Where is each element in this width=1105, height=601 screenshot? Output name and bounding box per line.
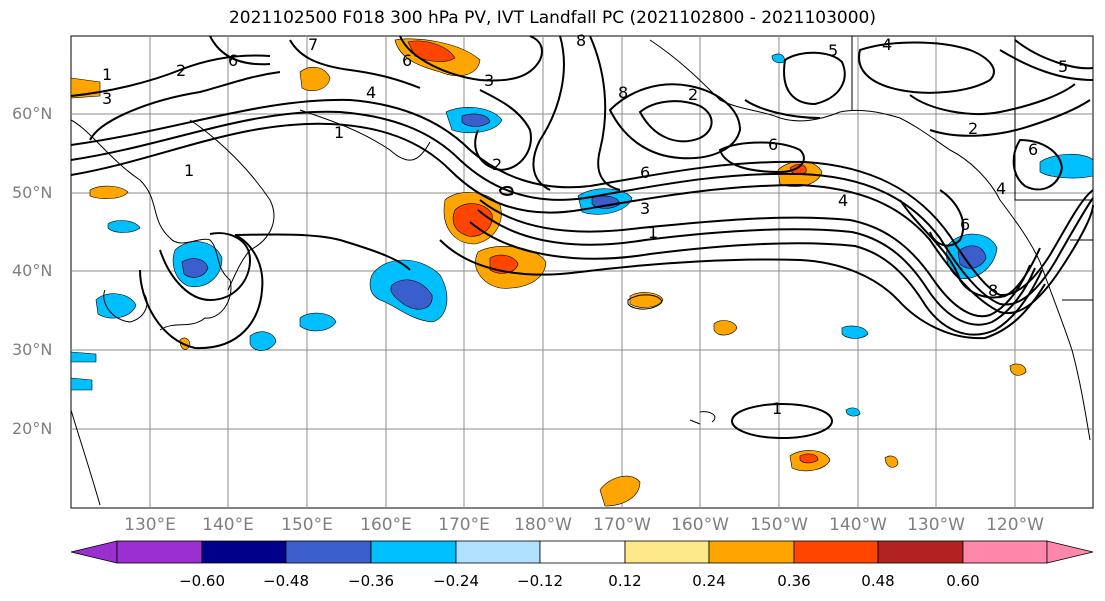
colorbar-tick-label: −0.24 (433, 572, 479, 590)
contour-label: 2 (176, 61, 186, 80)
shade-positive (299, 66, 331, 91)
colorbar-tick-label: −0.48 (263, 572, 309, 590)
lon-label: 120°W (986, 515, 1044, 535)
shade-positive-core (489, 254, 519, 274)
lon-label: 130°W (907, 515, 965, 535)
shade-negative-core (957, 245, 987, 269)
lat-label-60n: 60°N (12, 104, 53, 123)
contour-label: 6 (1028, 140, 1038, 159)
colorbar-segment (285, 540, 372, 564)
contour-label: 6 (228, 51, 238, 70)
shade-negative (1039, 153, 1094, 179)
colorbar-segment (455, 540, 541, 564)
colorbar-tick-label: 0.48 (861, 572, 895, 590)
contour-label: 1 (184, 161, 194, 180)
colorbar-tick-label: 0.12 (608, 572, 642, 590)
contour-lines (70, 35, 1094, 439)
contour-label: 6 (640, 163, 650, 182)
colorbar-segment (793, 540, 879, 564)
lon-label: 160°W (671, 515, 729, 535)
contour-labels: 1 3 2 6 1 1 4 6 3 2 6 3 1 8 2 6 4 5 4 2 … (102, 31, 1068, 418)
map-title: 2021102500 F018 300 hPa PV, IVT Landfall… (228, 8, 876, 28)
lon-label: 170°W (593, 515, 651, 535)
contour-label: 2 (968, 119, 978, 138)
lon-label: 160°E (360, 515, 412, 535)
colorbar-extend-low (70, 540, 118, 564)
colorbar-segment (201, 540, 287, 564)
shade-negative (95, 293, 137, 319)
contour-label: 3 (640, 199, 650, 218)
shade-negative (107, 220, 141, 233)
colorbar-tick-label: 0.60 (946, 572, 980, 590)
shade-positive (713, 320, 738, 336)
shade-negative-core (181, 258, 209, 278)
colorbar-segment (116, 540, 203, 564)
contour-label: 5 (1058, 57, 1068, 76)
shade-negative-core (390, 279, 433, 310)
contour-label: 6 (402, 51, 412, 70)
coastlines (70, 36, 1093, 506)
colorbar-tick-label: −0.36 (348, 572, 394, 590)
shade-negative (299, 312, 337, 332)
shade-positive (1009, 363, 1027, 376)
shade-negative (845, 407, 861, 417)
colorbar-extend-high (1046, 540, 1094, 564)
lon-label: 170°E (438, 515, 490, 535)
contour-label: 4 (838, 191, 848, 210)
contour-label: 1 (772, 399, 782, 418)
contour-label: 1 (648, 223, 658, 242)
shade-negative (841, 325, 869, 339)
contour-label: 5 (828, 41, 838, 60)
shade-positive-core (799, 453, 819, 464)
contour-label: 6 (768, 135, 778, 154)
lon-label: 180°W (514, 515, 572, 535)
colorbar-segment (877, 540, 964, 564)
contour-label: 8 (576, 31, 586, 50)
lon-label: 150°W (750, 515, 808, 535)
lat-label-50n: 50°N (12, 183, 53, 202)
lon-label: 130°E (124, 515, 176, 535)
lat-label-40n: 40°N (12, 261, 53, 280)
contour-label: 7 (308, 35, 318, 54)
colorbar (70, 540, 1094, 564)
shade-positive (884, 455, 899, 468)
colorbar-tick-label: −0.60 (179, 572, 225, 590)
colorbar-tick-label: −0.12 (517, 572, 563, 590)
contour-label: 2 (688, 85, 698, 104)
colorbar-segment (370, 540, 457, 564)
lon-label: 150°E (281, 515, 333, 535)
contour-label: 3 (484, 71, 494, 90)
filled-anomalies (70, 38, 1094, 507)
shade-negative-core (461, 113, 491, 127)
contour-label: 1 (334, 123, 344, 142)
lat-label-30n: 30°N (12, 340, 53, 359)
shade-negative (70, 351, 97, 363)
contour-label: 4 (882, 35, 892, 54)
colorbar-segment (708, 540, 795, 564)
colorbar-tick-label: 0.24 (692, 572, 726, 590)
lon-label: 140°W (829, 515, 887, 535)
gridlines (71, 36, 1093, 508)
lon-label: 140°E (202, 515, 254, 535)
shade-negative (70, 377, 93, 391)
colorbar-segment (962, 540, 1048, 564)
contour-label: 8 (988, 281, 998, 300)
contour-label: 4 (996, 179, 1006, 198)
contour-label: 8 (618, 83, 628, 102)
colorbar-segment (624, 540, 710, 564)
shade-positive-core (452, 203, 493, 237)
shade-positive (89, 185, 129, 199)
shade-negative (249, 331, 277, 351)
contour-label: 2 (492, 155, 502, 174)
colorbar-segment (539, 540, 626, 564)
contour-label: 3 (102, 89, 112, 108)
shade-positive (599, 475, 641, 507)
contour-label: 1 (102, 65, 112, 84)
lat-label-20n: 20°N (12, 419, 53, 438)
colorbar-tick-label: 0.36 (777, 572, 811, 590)
contour-label: 6 (960, 215, 970, 234)
contour-label: 4 (366, 83, 376, 102)
